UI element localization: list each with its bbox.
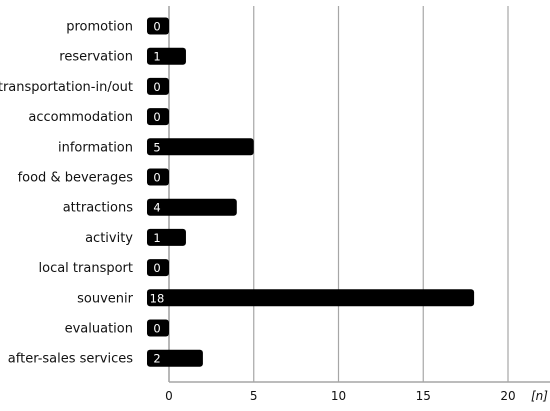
value-label-food-beverages: 0	[153, 171, 160, 185]
bar-transportation-in-out	[147, 77, 169, 95]
value-label-local-transport: 0	[153, 261, 160, 275]
category-label-promotion: promotion	[66, 20, 133, 35]
x-unit-label: [n]	[531, 389, 548, 403]
value-label-promotion: 0	[153, 20, 160, 34]
bar-information	[147, 138, 254, 156]
bar-accommodation	[147, 108, 169, 126]
bar-promotion	[147, 17, 169, 35]
category-label-evaluation: evaluation	[65, 322, 133, 337]
x-tick-label-0: 0	[165, 389, 173, 403]
x-tick-label-15: 15	[416, 389, 431, 403]
grid-lines	[168, 6, 550, 383]
value-label-transportation-in-out: 0	[153, 80, 160, 94]
value-label-souvenir: 18	[150, 291, 165, 305]
value-label-information: 5	[153, 140, 160, 154]
category-label-reservation: reservation	[59, 50, 133, 65]
category-label-local-transport: local transport	[39, 261, 134, 276]
category-labels: promotion reservation transportation-in/ou…	[0, 20, 134, 367]
value-label-attractions: 4	[153, 201, 160, 215]
category-label-after-sales-services: after-sales services	[8, 352, 133, 367]
bar-souvenir	[147, 289, 475, 307]
category-label-accommodation: accommodation	[28, 110, 133, 125]
category-label-activity: activity	[85, 231, 133, 246]
category-label-attractions: attractions	[63, 201, 134, 216]
value-label-accommodation: 0	[153, 110, 160, 124]
x-tick-labels: 0 5 10 15 20	[165, 389, 515, 403]
value-label-activity: 1	[153, 231, 160, 245]
bars: 0 1 0 0 5 0 4 1 0 18 0 2	[147, 17, 475, 367]
category-label-souvenir: souvenir	[77, 291, 134, 306]
value-label-after-sales-services: 2	[153, 352, 160, 366]
bar-reservation	[147, 47, 186, 65]
bar-activity	[147, 228, 186, 246]
x-tick-label-20: 20	[500, 389, 515, 403]
bar-attractions	[147, 198, 237, 216]
category-label-transportation-in-out: transportation-in/out	[0, 80, 133, 95]
bar-after-sales-services	[147, 349, 203, 367]
bar-local-transport	[147, 259, 169, 277]
bar-evaluation	[147, 319, 169, 337]
value-label-reservation: 1	[153, 50, 160, 64]
bar-food-beverages	[147, 168, 169, 186]
x-tick-label-5: 5	[250, 389, 258, 403]
category-label-information: information	[58, 140, 133, 155]
category-label-food-beverages: food & beverages	[18, 171, 134, 186]
value-label-evaluation: 0	[153, 322, 160, 336]
x-tick-label-10: 10	[331, 389, 346, 403]
